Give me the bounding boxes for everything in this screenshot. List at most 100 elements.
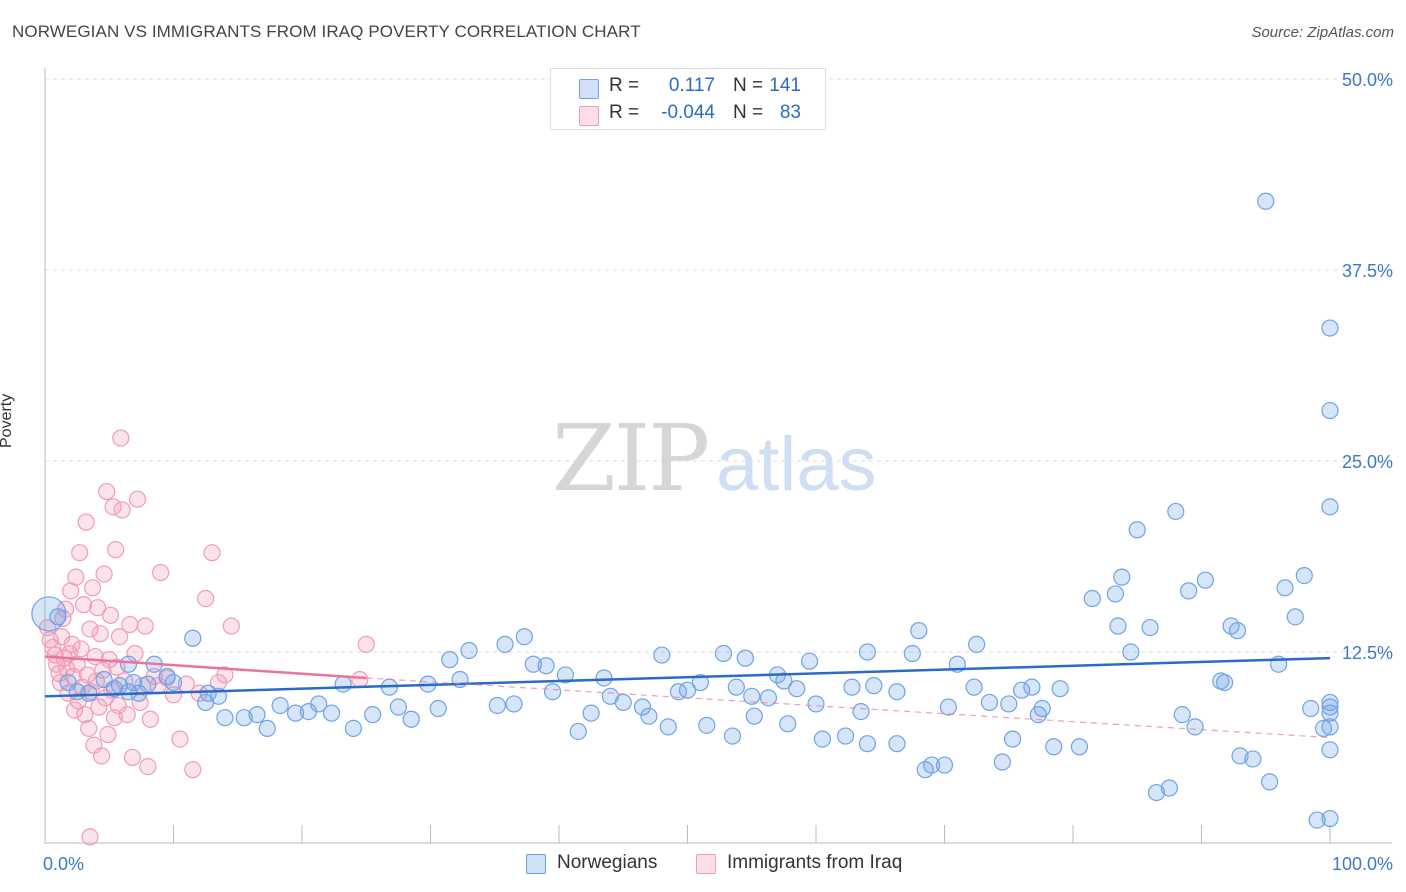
data-point-iraq: [107, 541, 125, 559]
data-point-norwegian: [216, 709, 234, 727]
data-point-norwegian: [1128, 521, 1146, 539]
data-point-norwegian: [334, 675, 352, 693]
data-point-norwegian: [1216, 673, 1234, 692]
data-point-iraq: [92, 747, 111, 765]
data-point-iraq: [109, 696, 127, 715]
data-point-norwegian: [1122, 643, 1140, 661]
data-point-norwegian: [1321, 704, 1339, 722]
data-point-norwegian: [1051, 680, 1069, 698]
x-tick-label: 0.0%: [43, 854, 84, 874]
data-point-norwegian: [110, 677, 129, 695]
data-point-iraq: [99, 725, 117, 744]
data-point-norwegian: [1012, 681, 1031, 699]
data-point-norwegian: [1004, 730, 1022, 748]
data-point-norwegian: [633, 698, 652, 716]
data-point-norwegian: [496, 635, 514, 653]
data-point-iraq: [136, 617, 154, 635]
legend-n-value: 141: [769, 75, 801, 96]
data-point-norwegian: [1106, 585, 1125, 603]
data-point-iraq: [123, 748, 141, 767]
data-point-iraq: [152, 563, 170, 582]
data-point-iraq: [81, 620, 99, 638]
data-point-norwegian: [595, 669, 613, 687]
trend-line-norwegians: [44, 656, 1331, 698]
y-tick-label: 50.0%: [1342, 70, 1393, 90]
data-point-norwegian: [1321, 741, 1339, 759]
data-point-norwegian: [515, 628, 533, 646]
data-point-norwegian: [743, 687, 761, 705]
data-point-norwegian: [1186, 718, 1204, 736]
data-point-norwegian: [980, 693, 999, 712]
data-point-norwegian: [888, 735, 906, 753]
data-point-iraq: [65, 701, 84, 719]
data-point-norwegian: [49, 608, 67, 626]
trend-line-iraq: [44, 655, 367, 680]
data-point-norwegian: [1321, 718, 1339, 736]
data-point-iraq: [98, 482, 116, 501]
data-point-norwegian: [1147, 783, 1166, 802]
data-point-norwegian: [1308, 811, 1326, 829]
data-point-iraq: [78, 666, 97, 684]
data-point-iraq: [141, 710, 159, 728]
data-point-iraq: [90, 698, 108, 716]
data-point-iraq: [72, 640, 90, 658]
data-point-norwegian: [537, 657, 555, 675]
chart-title: NORWEGIAN VS IMMIGRANTS FROM IRAQ POVERT…: [12, 22, 641, 41]
data-point-iraq: [164, 686, 183, 704]
data-point-iraq: [197, 589, 215, 608]
data-point-norwegian: [1160, 779, 1178, 797]
y-tick-label: 37.5%: [1342, 261, 1393, 281]
data-point-norwegian: [1083, 589, 1101, 608]
data-point-norwegian: [1231, 747, 1249, 765]
data-point-norwegian: [286, 704, 305, 722]
data-point-norwegian: [968, 635, 986, 653]
data-point-norwegian: [723, 727, 742, 745]
data-point-iraq: [203, 544, 221, 562]
series-immigrants-from-iraq: [38, 429, 375, 846]
data-point-iraq: [91, 625, 109, 643]
data-point-norwegian: [1261, 773, 1279, 791]
data-point-norwegian: [139, 675, 157, 693]
legend-r-label: R =: [609, 102, 640, 123]
data-point-norwegian: [1257, 192, 1275, 210]
data-point-iraq: [77, 513, 95, 531]
legend-swatch-iraq: [579, 106, 599, 126]
data-point-iraq: [184, 761, 202, 779]
watermark-atlas: atlas: [716, 422, 877, 507]
watermark-zip: ZIP: [552, 405, 708, 512]
data-point-norwegian: [1321, 498, 1339, 516]
data-point-norwegian: [582, 704, 600, 722]
y-axis-label: Poverty: [0, 393, 15, 448]
tick-labels: 12.5% 25.0% 37.5% 50.0% 0.0% 100.0%: [43, 70, 1393, 874]
data-point-norwegian: [993, 753, 1011, 771]
data-point-norwegian: [813, 730, 832, 748]
x-tick-label: 100.0%: [1332, 854, 1393, 874]
data-point-norwegian: [569, 722, 587, 741]
data-point-iraq: [216, 666, 234, 684]
data-point-norwegian: [640, 707, 658, 725]
data-point-norwegian: [923, 756, 941, 774]
legend-row-norwegians: R = 0.117 N = 141: [551, 75, 825, 101]
legend-row-iraq: R = -0.044 N = 83: [551, 102, 825, 128]
data-point-norwegian: [1286, 608, 1304, 626]
legend-r-label: R =: [609, 75, 640, 96]
data-point-iraq: [190, 684, 208, 702]
data-point-norwegian: [1244, 750, 1262, 768]
data-point-iraq: [83, 579, 102, 597]
data-point-norwegian: [1196, 571, 1214, 589]
data-point-iraq: [112, 429, 130, 447]
axis-layer: [44, 68, 1392, 844]
data-point-norwegian: [653, 646, 671, 664]
data-point-iraq: [113, 501, 131, 519]
source-label: Source: ZipAtlas.com: [1251, 24, 1394, 41]
data-point-norwegian: [59, 673, 77, 692]
data-point-norwegian: [344, 719, 362, 738]
data-point-norwegian: [322, 704, 341, 722]
data-point-iraq: [94, 661, 112, 679]
data-point-norwegian: [1228, 622, 1247, 640]
data-point-iraq: [110, 628, 129, 646]
data-point-iraq: [128, 490, 147, 508]
legend-n-label: N =: [733, 75, 764, 96]
data-point-norwegian: [852, 702, 870, 721]
